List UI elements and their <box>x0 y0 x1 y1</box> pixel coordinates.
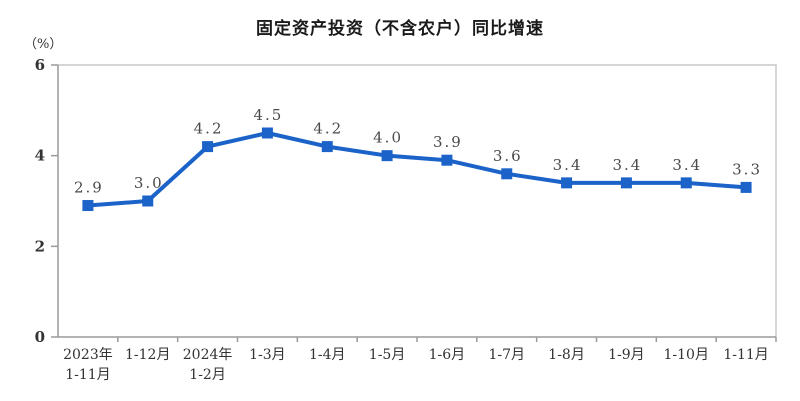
x-tick-label: 1-5月 <box>369 347 406 363</box>
y-tick-label: 4 <box>35 147 45 165</box>
data-point-marker <box>142 195 154 207</box>
data-point-marker <box>82 200 94 212</box>
data-point-marker <box>561 177 573 189</box>
data-point-marker <box>441 154 453 166</box>
x-tick-label: 1-9月 <box>608 347 645 363</box>
x-tick-label: 1-3月 <box>249 347 286 363</box>
x-tick-label: 1-7月 <box>488 347 525 363</box>
data-point-label: 3.0 <box>134 174 164 192</box>
data-point-label: 3.9 <box>433 133 463 151</box>
data-point-marker <box>501 168 513 180</box>
y-tick-label: 6 <box>35 56 45 74</box>
x-tick-label: 1-2月 <box>189 367 226 383</box>
x-tick-label: 1-11月 <box>65 367 110 383</box>
y-axis-unit-label: （%） <box>24 37 63 52</box>
x-tick-label: 1-12月 <box>125 347 170 363</box>
x-tick-label: 1-11月 <box>723 347 768 363</box>
data-point-marker <box>202 141 214 153</box>
y-tick-label: 2 <box>35 237 45 255</box>
x-tick-label: 1-6月 <box>429 347 466 363</box>
data-point-label: 3.4 <box>612 156 642 174</box>
x-tick-label: 1-8月 <box>548 347 585 363</box>
data-point-label: 3.4 <box>672 156 702 174</box>
data-polyline <box>85 131 749 208</box>
data-point-marker <box>680 177 692 189</box>
data-point-label: 2.9 <box>74 179 104 197</box>
data-point-label: 4.2 <box>313 120 343 138</box>
data-point-marker <box>321 141 333 153</box>
x-tick-label: 2023年 <box>63 347 113 363</box>
data-point-label: 4.0 <box>373 129 403 147</box>
data-point-marker <box>381 150 393 162</box>
x-tick-label: 2024年 <box>183 347 233 363</box>
data-point-marker <box>620 177 632 189</box>
data-point-label: 4.5 <box>253 106 283 124</box>
y-tick-label: 0 <box>35 328 45 346</box>
data-point-label: 3.6 <box>493 147 523 165</box>
x-tick-label: 1-10月 <box>664 347 709 363</box>
x-tick-label: 1-4月 <box>309 347 346 363</box>
data-point-label: 4.2 <box>194 120 224 138</box>
data-point-marker <box>740 181 752 193</box>
plot-border <box>58 64 777 337</box>
data-point-label: 3.4 <box>553 156 583 174</box>
chart-title: 固定资产投资（不含农户）同比增速 <box>256 19 544 38</box>
data-point-marker <box>261 127 273 139</box>
data-point-label: 3.3 <box>732 160 762 178</box>
